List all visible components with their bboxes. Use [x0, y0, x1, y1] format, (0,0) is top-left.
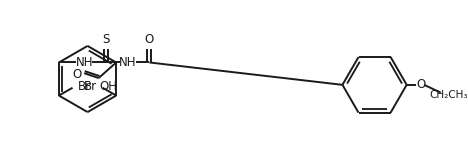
Text: O: O [145, 33, 154, 46]
Text: Br: Br [78, 80, 91, 93]
Text: Br: Br [84, 80, 97, 93]
Text: CH₂CH₃: CH₂CH₃ [429, 90, 468, 100]
Text: NH: NH [75, 56, 93, 69]
Text: NH: NH [119, 56, 137, 69]
Text: S: S [102, 33, 110, 46]
Text: O: O [417, 78, 426, 91]
Text: O: O [73, 68, 82, 81]
Text: OH: OH [99, 80, 117, 93]
